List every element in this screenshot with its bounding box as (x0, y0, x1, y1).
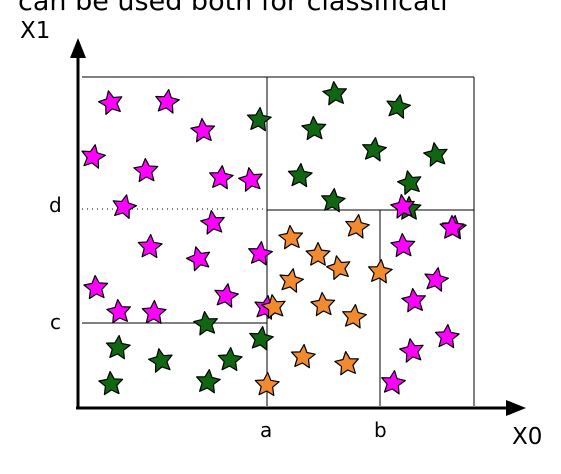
green-star-point (249, 326, 274, 351)
magenta-star-point (381, 370, 406, 395)
magenta-star-point (390, 194, 415, 219)
orange-star-point (305, 241, 331, 266)
magenta-star-point (401, 288, 426, 313)
magenta-star-point (81, 144, 107, 169)
y-axis-arrowhead (70, 38, 86, 58)
orange-star-point (342, 304, 367, 329)
green-star-point (246, 106, 272, 132)
green-star-point (287, 162, 313, 188)
green-star-point (217, 346, 243, 372)
green-star-point (423, 142, 448, 167)
magenta-star-point (141, 299, 167, 324)
x-tick-a: a (260, 418, 273, 442)
magenta-star-point (390, 232, 416, 258)
magenta-star-point (238, 167, 263, 192)
green-star-point (148, 348, 173, 373)
magenta-star-point (112, 194, 137, 219)
y-tick-c: c (50, 310, 61, 334)
axes (70, 38, 526, 416)
orange-star-point (254, 371, 280, 397)
green-star-point (386, 94, 411, 119)
green-star-point (301, 115, 327, 141)
orange-star-point (290, 343, 316, 369)
magenta-star-point (133, 157, 159, 183)
green-star-point (196, 369, 221, 394)
x-tick-b: b (374, 418, 387, 442)
magenta-star-point (248, 241, 273, 266)
orange-star-point (310, 291, 336, 317)
magenta-star-point (83, 274, 109, 300)
star-points (81, 80, 467, 397)
orange-star-point (278, 224, 304, 250)
magenta-star-point (155, 88, 180, 114)
magenta-star-point (137, 233, 163, 259)
magenta-star-point (200, 210, 225, 235)
orange-star-point (261, 294, 286, 319)
magenta-star-point (214, 283, 239, 308)
magenta-star-point (190, 117, 216, 143)
magenta-star-point (439, 214, 465, 239)
green-star-point (321, 188, 346, 213)
green-star-point (322, 80, 347, 106)
orange-star-point (368, 259, 393, 284)
magenta-star-point (424, 267, 449, 292)
green-star-point (397, 170, 422, 195)
magenta-star-point (209, 165, 234, 190)
green-star-point (98, 370, 124, 396)
magenta-star-point (97, 90, 123, 116)
green-star-point (105, 334, 131, 360)
orange-star-point (326, 255, 351, 280)
orange-star-point (334, 351, 359, 376)
clipped-caption-text: can be used both for classificati (18, 0, 448, 17)
magenta-star-point (399, 338, 424, 363)
magenta-star-point (185, 246, 211, 272)
magenta-star-point (106, 299, 131, 324)
magenta-star-point (434, 323, 460, 349)
y-axis-label: X1 (20, 18, 51, 44)
orange-star-point (345, 214, 370, 239)
orange-star-point (279, 268, 304, 293)
green-star-point (193, 311, 218, 336)
x-axis-arrowhead (506, 400, 526, 416)
x-axis-label: X0 (512, 424, 543, 450)
y-tick-d: d (49, 193, 62, 217)
green-star-point (362, 137, 387, 162)
